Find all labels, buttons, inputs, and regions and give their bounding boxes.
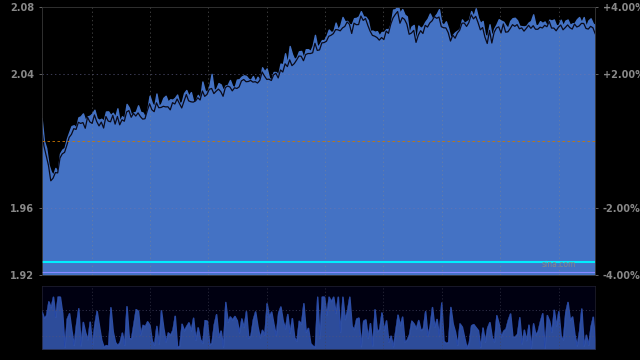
Text: sina.com: sina.com (541, 260, 576, 269)
